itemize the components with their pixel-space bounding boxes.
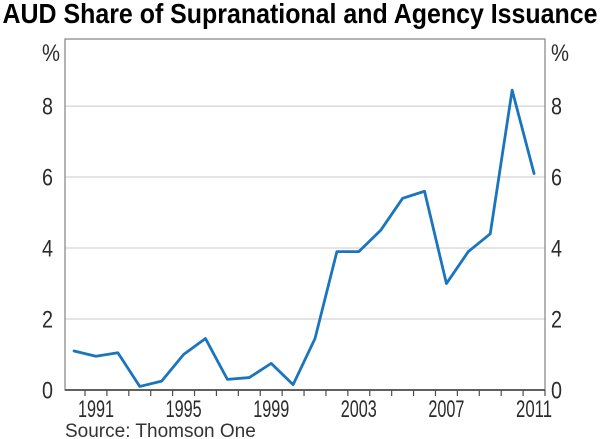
plot-frame xyxy=(64,38,546,391)
source-note: Source: Thomson One xyxy=(65,421,256,439)
gridlines xyxy=(65,105,545,320)
axes xyxy=(64,38,546,396)
x-tick-label: 2011 xyxy=(516,396,552,423)
y-tick-label-left: 2 xyxy=(42,307,53,334)
x-tick-label: 1999 xyxy=(253,396,289,423)
y-axis-unit-left: % xyxy=(42,40,60,67)
y-tick-label-right: 2 xyxy=(551,307,562,334)
y-tick-label-left: 4 xyxy=(42,236,53,263)
x-tick-label: 2007 xyxy=(428,396,464,423)
x-tick-label: 1991 xyxy=(78,396,114,423)
y-tick-label-left: 8 xyxy=(42,94,53,121)
y-tick-label-left: 0 xyxy=(42,378,53,405)
x-tick-label: 2003 xyxy=(341,396,377,423)
y-tick-label-right: 4 xyxy=(551,236,562,263)
data-series xyxy=(72,88,536,388)
y-tick-label-right: 8 xyxy=(551,94,562,121)
chart-title: AUD Share of Supranational and Agency Is… xyxy=(3,0,598,29)
y-tick-label-right: 0 xyxy=(551,378,562,405)
y-tick-label-left: 6 xyxy=(42,165,53,192)
series-line xyxy=(72,88,536,388)
y-tick-label-right: 6 xyxy=(551,165,562,192)
y-axis-unit-right: % xyxy=(551,40,569,67)
x-tick-label: 1995 xyxy=(166,396,202,423)
